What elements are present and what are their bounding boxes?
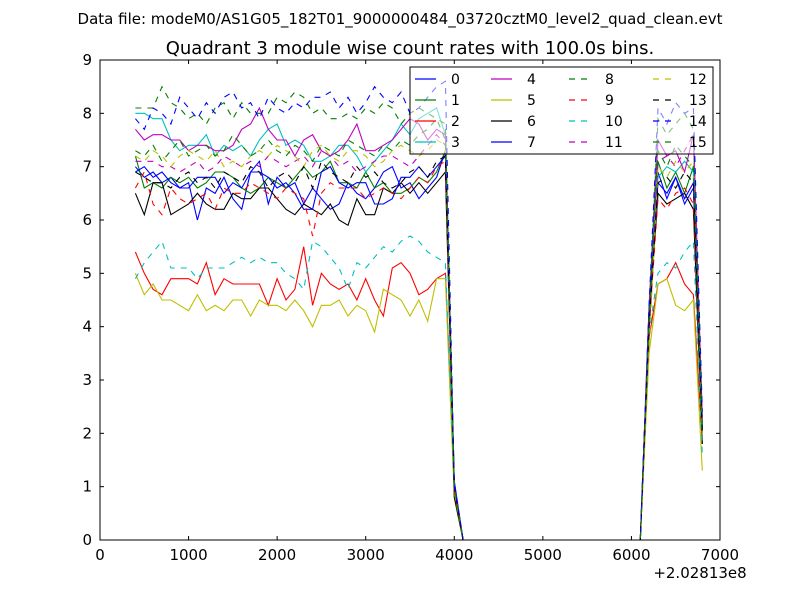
y-tick-label: 8 xyxy=(82,104,92,122)
x-tick-label: 1000 xyxy=(169,546,207,564)
legend-label-7: 7 xyxy=(527,135,536,151)
series-line-0 xyxy=(134,150,703,540)
x-tick-label: 3000 xyxy=(347,546,385,564)
series-line-13 xyxy=(135,155,703,540)
y-tick-label: 6 xyxy=(82,211,92,229)
series-group xyxy=(134,80,703,540)
legend-label-8: 8 xyxy=(605,72,614,88)
y-tick-label: 1 xyxy=(82,478,92,496)
x-tick-label: 0 xyxy=(95,546,105,564)
chart-title: Quadrant 3 module wise count rates with … xyxy=(166,38,655,59)
legend-label-13: 13 xyxy=(689,93,707,109)
legend-label-15: 15 xyxy=(689,135,707,151)
series-line-5 xyxy=(134,273,703,540)
series-line-7 xyxy=(135,154,703,540)
legend-box xyxy=(409,66,714,155)
legend-label-9: 9 xyxy=(605,93,614,109)
legend-label-12: 12 xyxy=(689,72,707,88)
series-line-3 xyxy=(135,107,703,540)
series-line-14 xyxy=(134,80,703,540)
series-line-6 xyxy=(134,170,703,540)
x-tick-label: 5000 xyxy=(524,546,562,564)
series-line-11 xyxy=(135,132,703,540)
series-line-9 xyxy=(134,160,703,540)
y-tick-label: 2 xyxy=(82,424,92,442)
series-line-15 xyxy=(135,117,703,540)
legend-label-1: 1 xyxy=(451,93,460,109)
legend-label-4: 4 xyxy=(527,72,536,88)
legend-label-14: 14 xyxy=(689,114,707,130)
legend-label-10: 10 xyxy=(605,114,623,130)
legend-label-5: 5 xyxy=(527,93,536,109)
x-offset-label: +2.02813e8 xyxy=(653,564,746,582)
x-tick-label: 4000 xyxy=(435,546,473,564)
x-tick-label: 7000 xyxy=(701,546,739,564)
y-tick-label: 9 xyxy=(82,51,92,69)
series-line-10 xyxy=(134,235,703,540)
legend-label-0: 0 xyxy=(451,72,460,88)
legend-label-11: 11 xyxy=(605,135,623,151)
axes-frame xyxy=(99,59,721,541)
legend-label-3: 3 xyxy=(451,135,460,151)
y-tick-label: 3 xyxy=(82,371,92,389)
series-line-8 xyxy=(135,85,703,540)
legend-label-6: 6 xyxy=(527,114,536,130)
y-tick-label: 4 xyxy=(82,318,92,336)
y-tick-label: 7 xyxy=(82,158,92,176)
series-line-2 xyxy=(134,246,703,540)
x-tick-label: 6000 xyxy=(612,546,650,564)
y-tick-label: 0 xyxy=(82,531,92,549)
series-line-1 xyxy=(134,150,703,540)
series-line-12 xyxy=(135,139,703,540)
y-tick-label: 5 xyxy=(82,264,92,282)
legend-label-2: 2 xyxy=(451,114,460,130)
x-tick-label: 2000 xyxy=(258,546,296,564)
series-line-4 xyxy=(134,106,703,540)
chart-suptitle: Data file: modeM0/AS1G05_182T01_90000004… xyxy=(78,10,723,29)
